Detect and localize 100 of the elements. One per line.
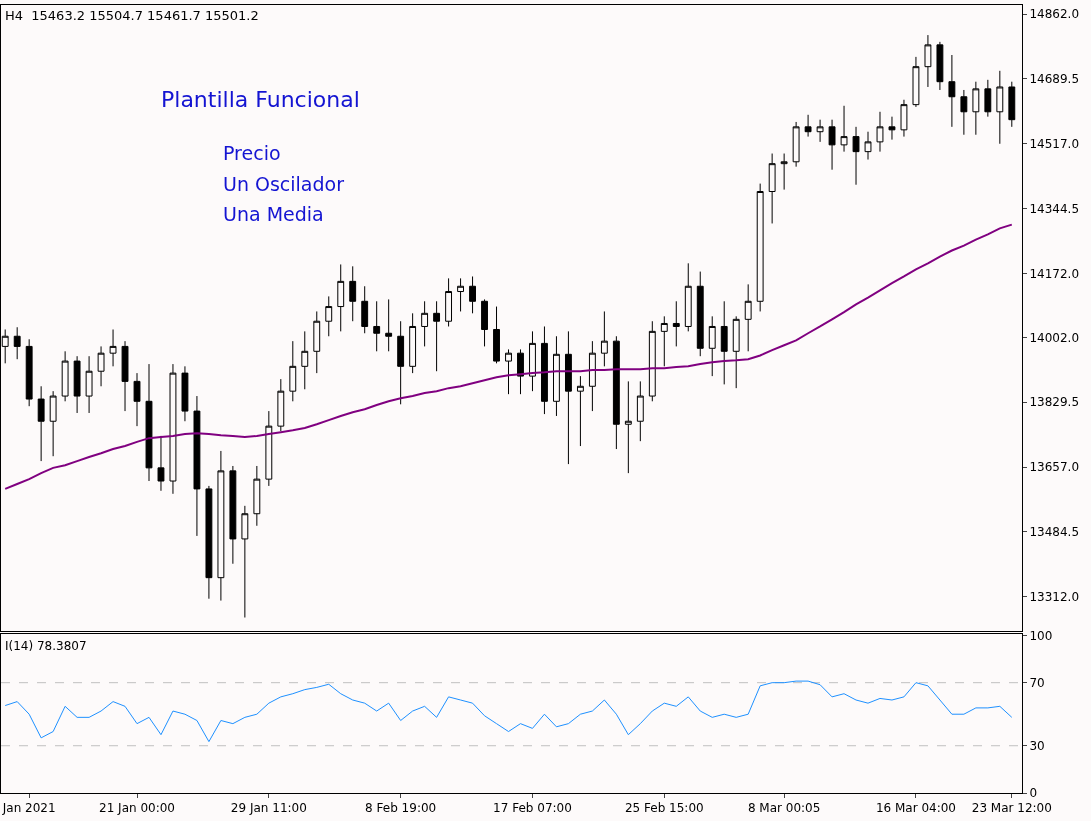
annotation: Precio <box>223 142 281 164</box>
candlestick <box>744 283 752 352</box>
candlestick <box>888 116 896 141</box>
candlestick <box>493 306 500 364</box>
y-tick-label: 14002.0 <box>1029 330 1080 345</box>
candlestick <box>672 300 680 347</box>
candlestick <box>804 114 812 138</box>
candlestick <box>445 277 453 327</box>
candlestick <box>169 363 177 495</box>
annotation: Un Oscilador <box>223 173 345 195</box>
candlestick <box>409 312 417 374</box>
candlestick <box>385 298 393 352</box>
y-tick-label: 14689.5 <box>1029 72 1080 87</box>
candlestick <box>205 485 213 600</box>
line-series <box>4 223 1013 490</box>
candlestick <box>876 111 884 153</box>
candlestick <box>517 348 524 395</box>
y-tick-label: 13484.5 <box>1029 525 1080 540</box>
candlestick <box>457 277 465 312</box>
candlestick <box>576 375 584 447</box>
y-tick-label: 14172.0 <box>1029 266 1080 281</box>
candlestick <box>600 310 608 367</box>
x-tick-label: 16 Mar 04:00 <box>875 801 957 816</box>
candlestick <box>852 126 860 186</box>
candlestick <box>960 89 968 136</box>
candlestick <box>193 395 201 537</box>
candlestick <box>948 54 956 128</box>
y-tick-label: 14862.0 <box>1029 7 1080 22</box>
candlestick <box>720 300 728 385</box>
candlestick <box>253 465 261 527</box>
annotation: H4 15463.2 15504.7 15461.7 15501.2 <box>5 8 259 23</box>
x-tick-label: 8 Feb 19:00 <box>365 801 437 816</box>
candlestick <box>732 315 740 389</box>
candlestick <box>217 450 225 602</box>
candlestick <box>241 505 249 619</box>
candlestick <box>433 300 441 372</box>
candlestick <box>289 340 297 402</box>
candlestick <box>972 81 980 136</box>
y-tick-label: 13312.0 <box>1029 590 1080 605</box>
candlestick <box>277 378 285 432</box>
candlestick <box>325 295 333 337</box>
y-tick-label: 30 <box>1029 738 1045 753</box>
candlestick <box>37 385 45 462</box>
candlestick <box>157 435 165 492</box>
y-tick-label: 70 <box>1029 675 1045 690</box>
y-tick-label: 100 <box>1029 628 1053 643</box>
y-tick-label: 14517.0 <box>1029 136 1080 151</box>
candlestick <box>792 121 800 168</box>
candlestick <box>49 390 57 457</box>
candlestick <box>301 330 309 390</box>
candlestick <box>361 285 369 334</box>
y-tick-label: 14344.5 <box>1029 201 1080 216</box>
candlestick <box>61 350 69 402</box>
candlestick <box>553 335 560 417</box>
candlestick <box>924 34 932 88</box>
x-tick-label: 17 Feb 07:00 <box>493 801 572 816</box>
candlestick <box>588 340 596 412</box>
candlestick <box>708 315 716 377</box>
candlestick <box>133 372 141 427</box>
candlestick <box>816 119 824 143</box>
candlestick <box>25 338 33 407</box>
candlestick <box>13 326 21 360</box>
candlestick <box>541 325 548 415</box>
candlestick <box>145 363 153 482</box>
annotation: I(14) 78.3807 <box>5 639 87 653</box>
x-tick-label: 23 Mar 12:00 <box>971 801 1052 816</box>
candlestick <box>660 315 668 367</box>
candlestick <box>229 465 237 565</box>
candlestick <box>181 365 189 422</box>
candlestick <box>936 41 944 91</box>
candlestick <box>996 70 1004 145</box>
candlestick <box>624 380 632 474</box>
x-tick-label: 21 Jan 00:00 <box>99 801 175 816</box>
candlestick <box>73 355 81 414</box>
candlestick <box>265 410 273 487</box>
candlestick <box>313 310 321 374</box>
candlestick <box>780 153 788 191</box>
candlestick <box>840 105 848 153</box>
candlestick <box>612 335 620 450</box>
x-tick-label: 8 Mar 00:05 <box>747 801 821 816</box>
annotation: Una Media <box>223 203 324 225</box>
candlestick <box>421 300 429 347</box>
x-tick-label: Jan 2021 <box>1 801 56 816</box>
y-tick-label: 13829.5 <box>1029 395 1080 410</box>
candlestick <box>85 355 93 414</box>
candlestick <box>564 330 572 465</box>
candlestick <box>648 320 656 402</box>
candlestick <box>1008 81 1016 128</box>
candlestick <box>900 99 908 138</box>
candlestick <box>696 271 704 357</box>
x-tick-label: 25 Feb 15:00 <box>624 801 704 816</box>
candlestick <box>109 328 117 367</box>
candlestick <box>529 330 536 392</box>
line-series <box>4 680 1013 743</box>
x-tick-label: 29 Jan 11:00 <box>230 801 307 816</box>
candlestick <box>97 345 105 387</box>
candlestick <box>469 275 476 314</box>
candlestick <box>397 320 405 405</box>
y-tick-label: 0 <box>1029 786 1038 801</box>
candlestick <box>912 56 920 108</box>
